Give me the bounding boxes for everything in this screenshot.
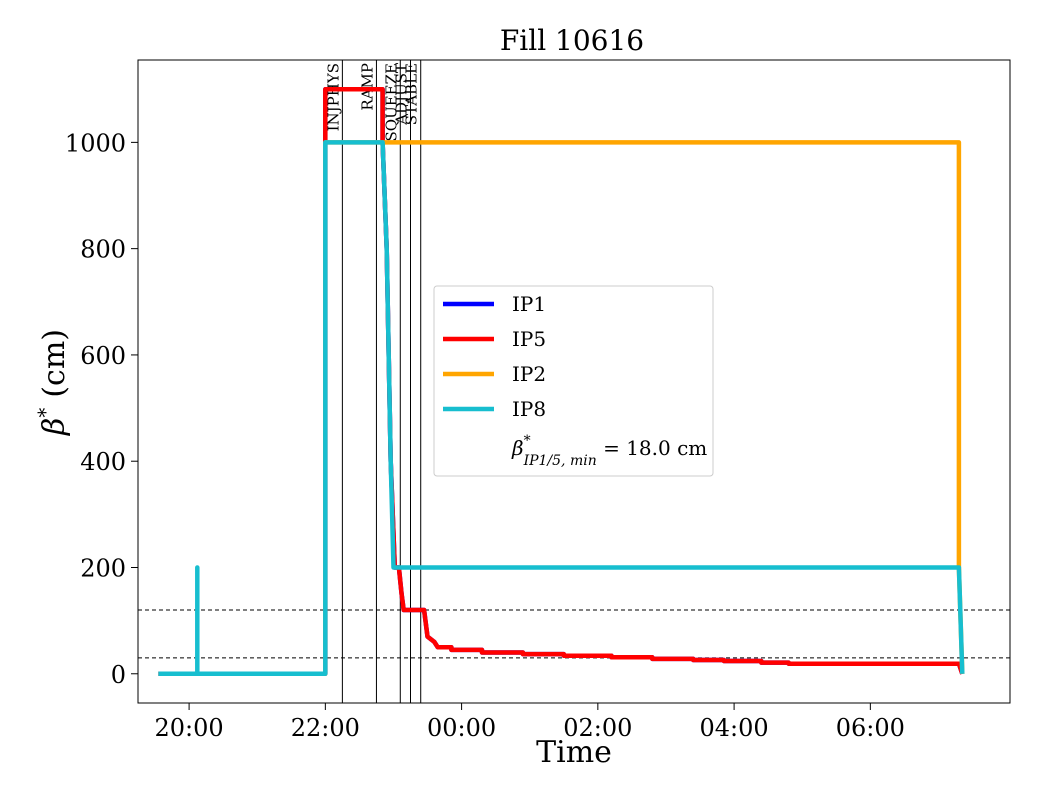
x-tick-label: 00:00 <box>427 714 496 742</box>
y-tick-label: 400 <box>80 448 126 476</box>
legend: IP1 IP5 IP2 IP8 β* IP1/5, min = 18.0 cm <box>433 285 714 477</box>
x-tick-label: 04:00 <box>700 714 769 742</box>
phase-label: INJPHYS <box>324 63 342 131</box>
y-axis-label: β*(cm) <box>33 329 72 436</box>
y-tick-label: 600 <box>80 342 126 370</box>
x-tick-label: 02:00 <box>563 714 632 742</box>
y-tick-label: 1000 <box>65 129 126 157</box>
x-tick-label: 20:00 <box>155 714 224 742</box>
plot-frame <box>137 59 1011 704</box>
legend-label: IP1 <box>512 292 546 316</box>
y-tick-label: 200 <box>80 554 126 582</box>
x-tick-label: 22:00 <box>291 714 360 742</box>
legend-box <box>433 285 714 477</box>
phase-label: ADJUST <box>393 63 411 126</box>
y-tick-label: 0 <box>111 661 126 689</box>
series-line-ip8 <box>158 140 965 677</box>
series-lines <box>158 86 965 677</box>
legend-label: IP2 <box>512 362 546 386</box>
phase-label: SQUEEZE <box>382 63 400 142</box>
phase-label: STABLE <box>403 63 421 125</box>
legend-label: IP8 <box>512 397 546 421</box>
legend-label: IP5 <box>512 327 546 351</box>
x-axis-label: Time <box>536 735 612 770</box>
chart-title: Fill 10616 <box>500 24 644 57</box>
y-tick-label: 800 <box>80 236 126 264</box>
legend-beta-note: β* IP1/5, min = 18.0 cm <box>511 433 707 469</box>
reference-lines <box>138 609 1010 659</box>
x-axis-ticks: 20:00 22:00 00:00 02:00 04:00 06:00 <box>155 703 905 742</box>
phase-label: RAMP <box>358 63 376 111</box>
y-axis-ticks: 0 200 400 600 800 1000 <box>65 129 138 689</box>
x-tick-label: 06:00 <box>836 714 905 742</box>
